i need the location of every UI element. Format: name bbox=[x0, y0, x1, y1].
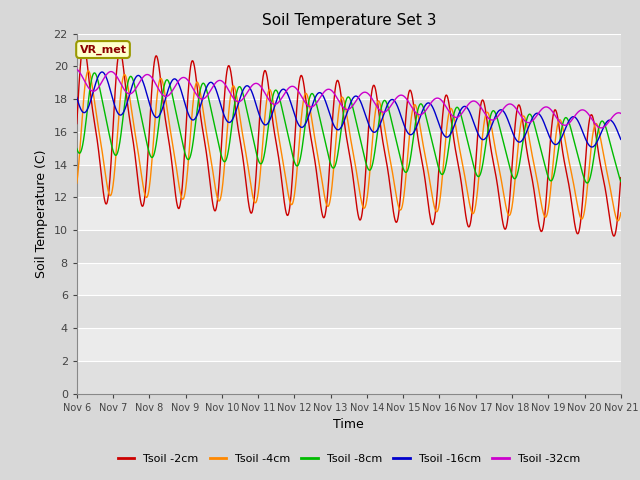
Bar bbox=[77, 99, 621, 132]
Bar bbox=[77, 34, 621, 66]
Bar bbox=[77, 132, 621, 165]
Bar bbox=[77, 361, 621, 394]
Bar bbox=[77, 263, 621, 295]
Bar bbox=[77, 328, 621, 361]
Y-axis label: Soil Temperature (C): Soil Temperature (C) bbox=[35, 149, 48, 278]
Bar bbox=[77, 165, 621, 197]
Bar bbox=[77, 66, 621, 99]
Bar bbox=[77, 230, 621, 263]
X-axis label: Time: Time bbox=[333, 418, 364, 431]
Title: Soil Temperature Set 3: Soil Temperature Set 3 bbox=[262, 13, 436, 28]
Text: VR_met: VR_met bbox=[79, 44, 127, 55]
Bar bbox=[77, 295, 621, 328]
Bar bbox=[77, 197, 621, 230]
Legend: Tsoil -2cm, Tsoil -4cm, Tsoil -8cm, Tsoil -16cm, Tsoil -32cm: Tsoil -2cm, Tsoil -4cm, Tsoil -8cm, Tsoi… bbox=[113, 450, 584, 468]
